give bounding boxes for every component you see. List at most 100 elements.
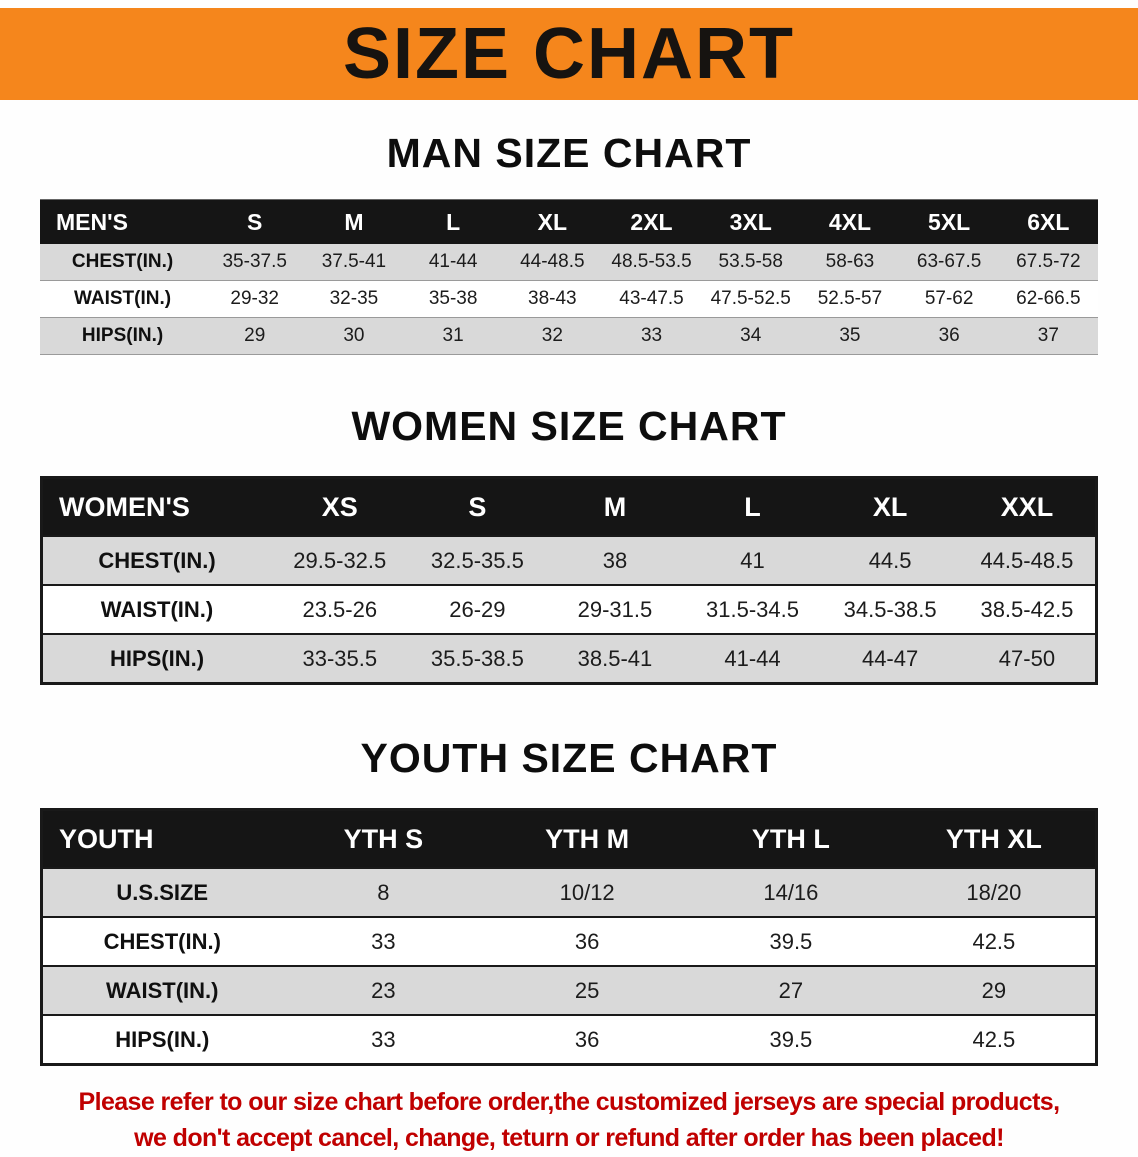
table-cell: 39.5 — [769, 1026, 813, 1052]
column-header: S — [408, 477, 547, 536]
row-label: WAIST(IN.) — [74, 288, 172, 309]
table-cell: 27 — [778, 977, 804, 1003]
table-cell: 44-47 — [861, 645, 919, 671]
column-header: 3XL — [701, 199, 801, 244]
table-cell: 29-32 — [230, 288, 280, 309]
table-cell: 14/16 — [763, 879, 819, 905]
table-cell: 34.5-38.5 — [843, 596, 937, 622]
men-size-heading: MAN SIZE CHART — [386, 130, 752, 176]
table-row: CHEST(IN.) 29.5-32.5 32.5-35.5 38 41 44.5 44.5… — [41, 536, 1097, 585]
table-cell: 44.5 — [868, 547, 912, 573]
column-header: YTH L — [689, 809, 893, 868]
table-cell: 35 — [839, 325, 861, 346]
table-cell: 62-66.5 — [1016, 288, 1081, 309]
table-row: WAIST(IN.) 29-32 32-35 35-38 38-43 43-47.5 47.… — [40, 280, 1098, 318]
column-header: XXL — [958, 477, 1097, 536]
table-cell: 35-38 — [428, 288, 478, 309]
column-header: S — [205, 199, 305, 244]
row-label: U.S.SIZE — [116, 879, 209, 905]
women-size-table: WOMEN'S XS S M L XL XXL CHEST(IN.) 29.5-32.5 32.5… — [40, 476, 1098, 685]
row-label: HIPS(IN.) — [115, 1026, 210, 1052]
table-cell: 47.5-52.5 — [710, 288, 791, 309]
table-row: WAIST(IN.) 23 25 27 29 — [41, 966, 1097, 1015]
disclaimer: Please refer to our size chart before or… — [0, 1084, 1138, 1157]
table-cell: 29 — [981, 977, 1007, 1003]
table-row: U.S.SIZE 8 10/12 14/16 18/20 — [41, 868, 1097, 917]
row-label: HIPS(IN.) — [109, 645, 205, 671]
table-cell: 37.5-41 — [321, 251, 387, 272]
column-header: 6XL — [998, 199, 1098, 244]
column-header: YTH M — [485, 809, 690, 868]
column-header: YTH S — [281, 809, 486, 868]
table-cell: 23 — [371, 977, 396, 1003]
table-cell: 32 — [541, 325, 563, 346]
table-cell: 38.5-42.5 — [980, 596, 1074, 622]
table-cell: 30 — [343, 325, 365, 346]
table-cell: 37 — [1037, 325, 1059, 346]
table-cell: 42.5 — [972, 1026, 1016, 1052]
men-size-section: MAN SIZE CHART MEN'S S M L XL 2XL 3XL 4XL 5XL 6XL… — [0, 130, 1138, 355]
table-cell: 25 — [574, 977, 600, 1003]
table-row: HIPS(IN.) 33-35.5 35.5-38.5 38.5-41 41-44 44-… — [41, 634, 1097, 684]
row-label: CHEST(IN.) — [103, 928, 221, 954]
table-cell: 29.5-32.5 — [293, 547, 387, 573]
table-title-cell: WOMEN'S — [41, 477, 271, 536]
column-header: 4XL — [800, 199, 900, 244]
table-header-row: MEN'S S M L XL 2XL 3XL 4XL 5XL 6XL — [40, 199, 1098, 244]
column-header: XL — [502, 199, 602, 244]
table-cell: 43-47.5 — [619, 288, 684, 309]
table-cell: 36 — [574, 928, 600, 954]
table-cell: 38 — [602, 547, 628, 573]
table-cell: 36 — [574, 1026, 600, 1052]
table-cell: 41 — [740, 547, 765, 573]
table-cell: 29-31.5 — [577, 596, 653, 622]
row-label: CHEST(IN.) — [98, 547, 216, 573]
table-cell: 41-44 — [724, 645, 781, 671]
table-row: WAIST(IN.) 23.5-26 26-29 29-31.5 31.5-34.5 34… — [41, 585, 1097, 634]
youth-size-section: YOUTH SIZE CHART YOUTH YTH S YTH M YTH L YTH… — [0, 735, 1138, 1066]
table-row: CHEST(IN.) 33 36 39.5 42.5 — [41, 917, 1097, 966]
table-cell: 35-37.5 — [222, 251, 287, 272]
table-cell: 47-50 — [998, 645, 1056, 671]
table-cell: 31 — [442, 325, 464, 346]
table-row: HIPS(IN.) 33 36 39.5 42.5 — [41, 1015, 1097, 1065]
table-cell: 52.5-57 — [817, 288, 883, 309]
column-header: YTH XL — [892, 809, 1097, 868]
page-title: SIZE CHART — [343, 14, 795, 94]
table-title-cell: MEN'S — [40, 199, 206, 244]
table-cell: 8 — [377, 879, 390, 905]
column-header: XL — [821, 477, 959, 536]
table-cell: 38-43 — [528, 288, 577, 309]
row-label: WAIST(IN.) — [100, 596, 214, 622]
table-header-row: YOUTH YTH S YTH M YTH L YTH XL — [41, 809, 1097, 868]
row-label: WAIST(IN.) — [106, 977, 219, 1003]
table-cell: 10/12 — [559, 879, 615, 905]
table-cell: 34 — [740, 325, 762, 346]
table-cell: 48.5-53.5 — [611, 251, 692, 272]
table-title-cell: YOUTH — [41, 809, 282, 868]
table-cell: 26-29 — [449, 596, 506, 622]
column-header: M — [546, 477, 684, 536]
table-cell: 33 — [371, 1026, 396, 1052]
table-cell: 29 — [244, 325, 266, 346]
table-cell: 41-44 — [428, 251, 478, 272]
table-cell: 23.5-26 — [302, 596, 378, 622]
column-header: 5XL — [899, 199, 999, 244]
table-cell: 58-63 — [825, 251, 875, 272]
table-cell: 53.5-58 — [718, 251, 783, 272]
table-header-row: WOMEN'S XS S M L XL XXL — [41, 477, 1097, 536]
table-cell: 67.5-72 — [1016, 251, 1081, 272]
column-header: L — [683, 477, 822, 536]
table-row: CHEST(IN.) 35-37.5 37.5-41 41-44 44-48.5 48.5… — [40, 244, 1098, 281]
table-cell: 32.5-35.5 — [430, 547, 524, 573]
row-label: HIPS(IN.) — [81, 325, 164, 346]
youth-size-heading: YOUTH SIZE CHART — [360, 735, 778, 781]
size-chart-banner: SIZE CHART — [0, 8, 1138, 100]
table-cell: 33-35.5 — [302, 645, 378, 671]
table-row: HIPS(IN.) 29 30 31 32 33 34 35 36 37 — [40, 317, 1098, 355]
men-size-table: MEN'S S M L XL 2XL 3XL 4XL 5XL 6XL CHEST(IN.) 35-37… — [40, 199, 1098, 355]
youth-size-table: YOUTH YTH S YTH M YTH L YTH XL U.S.SIZE 8 10/12… — [40, 808, 1098, 1066]
women-size-heading: WOMEN SIZE CHART — [351, 403, 787, 449]
column-header: L — [403, 199, 503, 244]
